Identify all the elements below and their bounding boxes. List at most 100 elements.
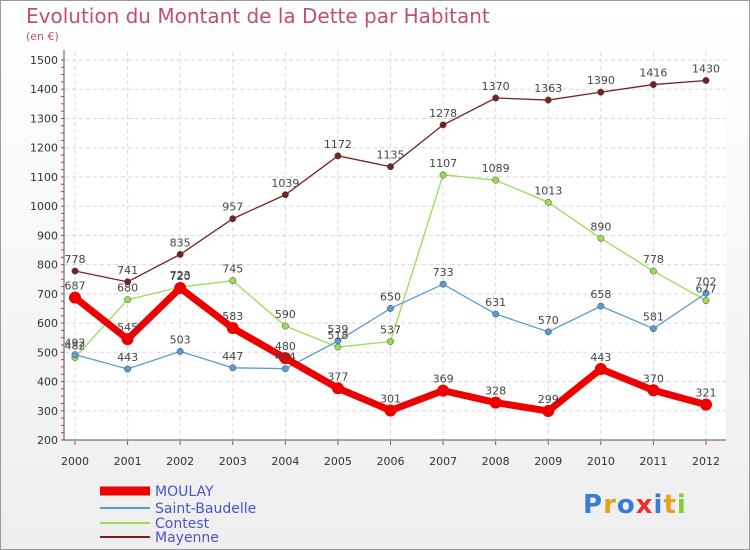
data-label-saint-baudelle: 492 [65, 337, 86, 350]
data-point-contest [702, 297, 710, 305]
data-point-mayenne [597, 88, 605, 96]
proxiti-logo: Proxiti [583, 490, 687, 520]
data-label-mayenne: 1135 [377, 149, 405, 162]
data-point-saint-baudelle [439, 280, 447, 288]
data-label-moulay: 369 [433, 373, 454, 386]
data-point-mayenne [702, 77, 710, 84]
data-label-mayenne: 1416 [639, 67, 667, 80]
data-point-contest [597, 234, 605, 242]
chart-subtitle: (en €) [26, 30, 59, 43]
x-tick-label: 2002 [166, 455, 194, 468]
x-tick-label: 2000 [61, 455, 89, 468]
data-point-mayenne [544, 96, 552, 104]
data-label-moulay: 370 [643, 372, 664, 385]
data-label-saint-baudelle: 570 [538, 314, 559, 327]
legend-label-moulay: MOULAY [155, 484, 214, 500]
data-point-moulay [384, 404, 397, 417]
data-point-saint-baudelle [597, 302, 605, 310]
logo-letter: i [653, 490, 664, 520]
data-label-moulay: 299 [538, 393, 559, 406]
data-point-contest [281, 322, 289, 330]
data-label-contest: 890 [590, 220, 611, 233]
data-point-moulay [174, 282, 187, 294]
x-tick-label: 2012 [692, 455, 720, 468]
data-label-mayenne: 1039 [271, 177, 299, 190]
data-label-saint-baudelle: 733 [433, 266, 454, 279]
data-point-contest [649, 267, 657, 275]
data-label-saint-baudelle: 650 [380, 290, 401, 303]
data-label-moulay: 720 [170, 270, 191, 283]
y-tick-label: 1200 [30, 142, 58, 155]
data-point-mayenne [439, 121, 447, 129]
data-point-moulay [331, 382, 344, 395]
data-point-mayenne [71, 267, 79, 275]
data-point-mayenne [387, 163, 394, 171]
chart-title: Evolution du Montant de la Dette par Hab… [26, 4, 490, 28]
data-label-contest: 1013 [534, 184, 562, 197]
logo-letter: x [635, 490, 654, 520]
data-point-contest [229, 277, 237, 285]
y-tick-label: 1000 [30, 200, 58, 213]
legend-label-saint-baudelle: Saint-Baudelle [155, 501, 256, 517]
data-label-mayenne: 1363 [534, 82, 562, 95]
logo-letter: t [663, 490, 677, 520]
data-label-saint-baudelle: 443 [117, 351, 138, 364]
logo-letter: o [616, 490, 636, 520]
data-point-saint-baudelle [176, 347, 184, 355]
y-tick-label: 400 [37, 376, 58, 389]
data-point-mayenne [649, 81, 657, 89]
data-point-mayenne [492, 94, 500, 102]
y-tick-label: 1500 [30, 54, 58, 67]
x-tick-label: 2008 [482, 455, 510, 468]
data-label-contest: 1089 [482, 162, 510, 175]
data-point-saint-baudelle [649, 325, 657, 333]
y-tick-label: 300 [37, 405, 58, 418]
data-label-saint-baudelle: 447 [222, 350, 243, 363]
data-point-mayenne [229, 215, 237, 223]
data-point-saint-baudelle [702, 289, 710, 297]
data-point-contest [387, 338, 394, 345]
data-label-mayenne: 778 [65, 253, 86, 266]
data-point-mayenne [124, 278, 132, 286]
data-point-moulay [700, 398, 712, 411]
data-label-saint-baudelle: 539 [327, 323, 348, 336]
data-label-saint-baudelle: 581 [643, 311, 664, 324]
data-label-moulay: 443 [590, 351, 611, 364]
x-tick-label: 2005 [324, 455, 352, 468]
x-tick-label: 2006 [377, 455, 405, 468]
data-label-saint-baudelle: 658 [590, 288, 611, 301]
data-label-mayenne: 1172 [324, 138, 352, 151]
data-point-saint-baudelle [544, 328, 552, 336]
data-point-moulay [647, 384, 660, 397]
data-label-contest: 590 [275, 308, 296, 321]
data-label-mayenne: 1370 [482, 80, 510, 93]
data-label-mayenne: 1390 [587, 74, 615, 87]
data-point-contest [439, 171, 447, 179]
data-point-moulay [437, 384, 450, 397]
data-label-mayenne: 1278 [429, 107, 457, 120]
data-label-saint-baudelle: 702 [696, 275, 717, 288]
data-point-moulay [279, 352, 292, 365]
x-tick-label: 2010 [587, 455, 615, 468]
data-label-mayenne: 1430 [692, 62, 720, 75]
data-point-saint-baudelle [387, 305, 394, 312]
y-tick-label: 200 [37, 434, 58, 447]
data-label-mayenne: 957 [222, 201, 243, 214]
data-label-contest: 778 [643, 253, 664, 266]
data-point-saint-baudelle [334, 337, 342, 345]
data-label-saint-baudelle: 503 [170, 333, 191, 346]
y-tick-label: 800 [37, 259, 58, 272]
y-tick-label: 1300 [30, 112, 58, 125]
y-tick-label: 500 [37, 346, 58, 359]
data-label-moulay: 328 [485, 385, 506, 398]
y-tick-label: 700 [37, 288, 58, 301]
data-label-mayenne: 741 [117, 264, 138, 277]
logo-letter: r [603, 490, 617, 520]
legend-label-contest: Contest [155, 516, 210, 532]
x-tick-label: 2007 [429, 455, 457, 468]
data-label-contest: 680 [117, 282, 138, 295]
data-label-moulay: 377 [327, 370, 348, 383]
data-point-mayenne [176, 250, 184, 258]
x-tick-label: 2011 [639, 455, 667, 468]
